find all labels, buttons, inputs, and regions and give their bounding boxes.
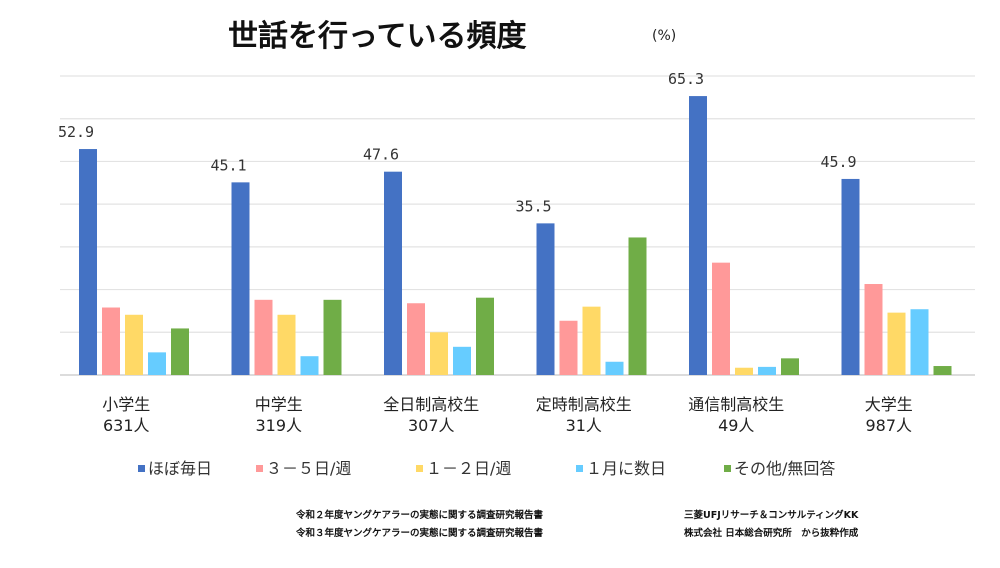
category-label: 通信制高校生 bbox=[688, 395, 784, 414]
bar-4-5 bbox=[758, 366, 776, 375]
data-label: 35.5 bbox=[515, 197, 551, 215]
bar-3-2 bbox=[277, 314, 296, 375]
bar-5-1 bbox=[171, 328, 189, 375]
bar-5-4 bbox=[628, 237, 647, 375]
legend-label: １月に数日 bbox=[586, 459, 666, 478]
legend-label: １－２日/週 bbox=[426, 459, 511, 478]
bars: 52.9 45.1 47.6 35.5 65.3 45.9 bbox=[58, 70, 952, 375]
bar-4-3 bbox=[453, 346, 471, 375]
bar-2-2 bbox=[254, 299, 273, 375]
bar-1-6 bbox=[841, 178, 860, 375]
source-line1-right: 三菱UFJリサーチ＆コンサルティングKK bbox=[684, 509, 859, 521]
legend-label: ほぼ毎日 bbox=[148, 459, 212, 478]
legend-swatch bbox=[724, 465, 731, 472]
data-label: 65.3 bbox=[668, 70, 704, 88]
data-label: 52.9 bbox=[58, 123, 94, 141]
source-line2-right: 株式会社 日本総合研究所 から抜粋作成 bbox=[684, 527, 859, 539]
category-count: 31人 bbox=[566, 416, 602, 435]
category-count: 307人 bbox=[408, 416, 455, 435]
data-label: 45.9 bbox=[820, 153, 856, 171]
bar-5-5 bbox=[781, 358, 799, 375]
bar-1-5 bbox=[689, 96, 707, 375]
category-label: 大学生 bbox=[865, 395, 913, 414]
category-count: 319人 bbox=[255, 416, 302, 435]
bar-2-4 bbox=[559, 320, 578, 375]
category-count: 987人 bbox=[865, 416, 912, 435]
bar-1-2 bbox=[231, 182, 250, 375]
bar-3-1 bbox=[125, 314, 143, 375]
bar-3-4 bbox=[582, 306, 601, 375]
bar-5-3 bbox=[476, 297, 494, 375]
legend-label: ３－５日/週 bbox=[266, 459, 351, 478]
legend-label: その他/無回答 bbox=[734, 459, 835, 478]
bar-4-2 bbox=[300, 356, 319, 375]
source-line2-left: 令和３年度ヤングケアラーの実態に関する調査研究報告書 bbox=[295, 527, 544, 539]
bar-5-6 bbox=[933, 366, 952, 375]
legend-swatch bbox=[256, 465, 263, 472]
category-label: 定時制高校生 bbox=[536, 395, 632, 414]
gridlines bbox=[60, 75, 975, 376]
bar-1-3 bbox=[384, 171, 402, 375]
bar-2-3 bbox=[407, 303, 425, 375]
category-count: 49人 bbox=[718, 416, 754, 435]
bar-3-3 bbox=[430, 332, 448, 375]
category-label: 全日制高校生 bbox=[383, 395, 479, 414]
bar-5-2 bbox=[323, 299, 342, 375]
source-line1-left: 令和２年度ヤングケアラーの実態に関する調査研究報告書 bbox=[295, 509, 544, 521]
bar-2-1 bbox=[102, 307, 120, 375]
category-labels: 小学生 631人 中学生 319人 全日制高校生 307人 定時制高校生 31人 通信制高校生 4… bbox=[102, 395, 913, 435]
data-label: 45.1 bbox=[210, 156, 246, 174]
bar-1-4 bbox=[536, 223, 555, 375]
bar-1-1 bbox=[79, 149, 97, 375]
legend-swatch bbox=[138, 465, 145, 472]
bar-4-1 bbox=[148, 352, 166, 375]
legend: ほぼ毎日 ３－５日/週 １－２日/週 １月に数日 その他/無回答 bbox=[138, 459, 835, 478]
bar-2-5 bbox=[712, 262, 730, 375]
category-count: 631人 bbox=[103, 416, 150, 435]
bar-3-5 bbox=[735, 367, 753, 375]
category-label: 中学生 bbox=[255, 395, 303, 414]
legend-swatch bbox=[416, 465, 423, 472]
bar-4-6 bbox=[910, 309, 929, 375]
bar-4-4 bbox=[605, 361, 624, 375]
chart-title: 世話を行っている頻度 bbox=[228, 19, 527, 54]
legend-swatch bbox=[576, 465, 583, 472]
data-label: 47.6 bbox=[363, 146, 399, 164]
bar-2-6 bbox=[864, 284, 883, 375]
bar-3-6 bbox=[887, 312, 906, 375]
category-label: 小学生 bbox=[102, 395, 150, 414]
unit-label: (%) bbox=[652, 28, 676, 44]
